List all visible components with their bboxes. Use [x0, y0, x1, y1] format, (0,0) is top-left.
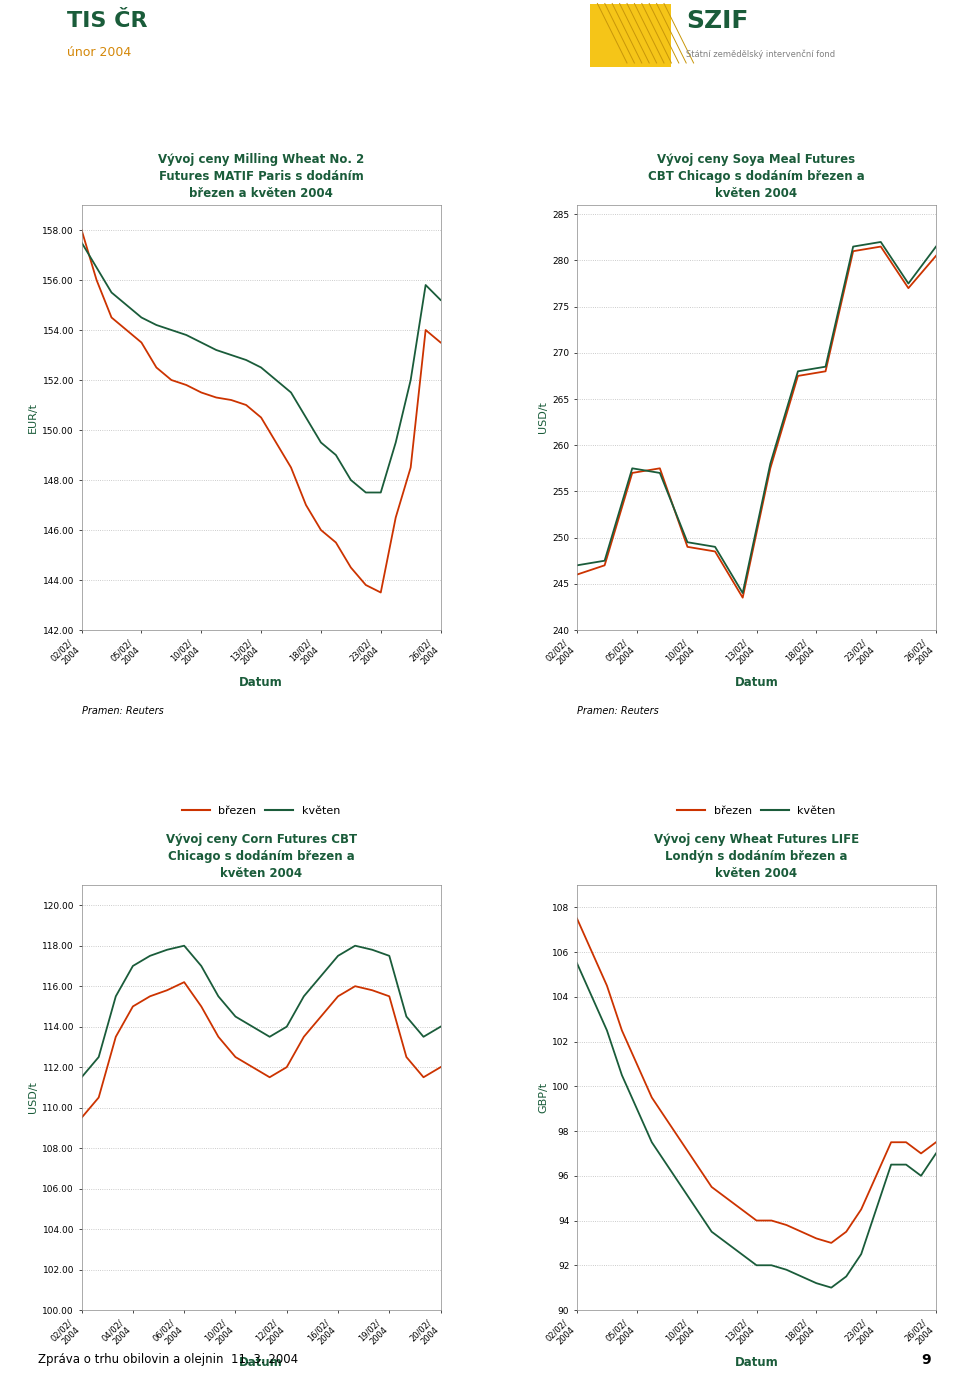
Text: INFORMACE ZE ZAHRANIČNÍCH TRHŮ: INFORMACE ZE ZAHRANIČNÍCH TRHŮ: [14, 80, 274, 94]
Legend: březen, květen: březen, květen: [178, 801, 345, 820]
Y-axis label: GBP/t: GBP/t: [538, 1082, 548, 1114]
Text: 3: 3: [15, 12, 44, 54]
Y-axis label: USD/t: USD/t: [28, 1082, 38, 1114]
Y-axis label: USD/t: USD/t: [538, 402, 548, 434]
X-axis label: Datum: Datum: [734, 1356, 779, 1368]
Text: Zpráva o trhu obilovin a olejnin  11. 3. 2004: Zpráva o trhu obilovin a olejnin 11. 3. …: [38, 1353, 299, 1367]
Text: ✦: ✦: [28, 138, 37, 148]
X-axis label: Datum: Datum: [734, 676, 779, 688]
Legend: březen, květen: březen, květen: [673, 801, 840, 820]
X-axis label: Datum: Datum: [239, 676, 283, 688]
Text: Pramen: Reuters: Pramen: Reuters: [577, 706, 659, 716]
Text: Pramen: Reuters: Pramen: Reuters: [82, 706, 163, 716]
Title: Vývoj ceny Milling Wheat No. 2
Futures MATIF Paris s dodáním
březen a květen 200: Vývoj ceny Milling Wheat No. 2 Futures M…: [158, 152, 364, 199]
Text: 9: 9: [922, 1353, 931, 1367]
Title: Vývoj ceny Corn Futures CBT
Chicago s dodáním březen a
květen 2004: Vývoj ceny Corn Futures CBT Chicago s do…: [165, 832, 357, 879]
Text: Státní zemědělský intervenční fond: Státní zemědělský intervenční fond: [686, 50, 835, 60]
Text: SZIF: SZIF: [686, 8, 749, 33]
Title: Vývoj ceny Wheat Futures LIFE
Londýn s dodáním březen a
květen 2004: Vývoj ceny Wheat Futures LIFE Londýn s d…: [654, 832, 859, 879]
X-axis label: Datum: Datum: [239, 1356, 283, 1368]
Text: únor 2004: únor 2004: [67, 46, 132, 60]
Title: Vývoj ceny Soya Meal Futures
CBT Chicago s dodáním březen a
květen 2004: Vývoj ceny Soya Meal Futures CBT Chicago…: [648, 152, 865, 199]
Y-axis label: EUR/t: EUR/t: [28, 402, 38, 434]
Text: TIS ČR: TIS ČR: [67, 11, 148, 30]
